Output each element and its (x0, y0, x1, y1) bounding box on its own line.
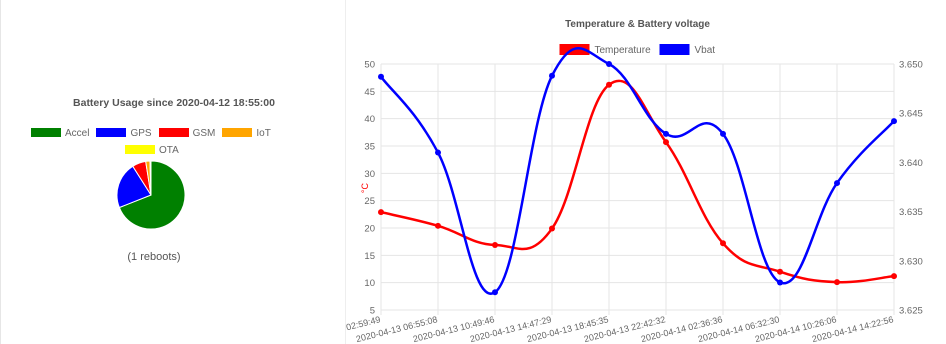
data-point-temperature[interactable] (435, 222, 441, 229)
data-point-vbat[interactable] (492, 289, 498, 296)
legend-label-iot: IoT (256, 128, 271, 140)
legend-label-gsm: GSM (192, 128, 216, 140)
legend-swatch-iot (222, 128, 253, 138)
legend-swatch-vbat[interactable] (659, 44, 690, 55)
battery-usage-panel: Battery Usage since 2020-04-12 18:55:00 … (0, 0, 346, 344)
data-point-temperature[interactable] (549, 225, 555, 232)
data-point-vbat[interactable] (378, 73, 384, 80)
left-tick-label: 35 (364, 142, 375, 153)
data-point-temperature[interactable] (378, 209, 384, 216)
left-axis-label: °C (360, 182, 370, 193)
legend-label-gps: GPS (130, 128, 152, 140)
data-point-vbat[interactable] (834, 180, 840, 187)
left-tick-label: 30 (364, 169, 375, 180)
series-line-temperature (380, 79, 895, 284)
legend-item-accel[interactable]: Accel (31, 128, 89, 139)
legend-item-ota[interactable]: OTA (125, 145, 179, 156)
pie-slice-gps[interactable] (116, 165, 152, 209)
data-point-vbat[interactable] (549, 72, 555, 79)
left-tick-label: 20 (364, 224, 375, 235)
data-point-temperature[interactable] (834, 279, 840, 286)
data-point-vbat[interactable] (663, 130, 669, 137)
right-tick-label: 3.630 (899, 256, 923, 267)
battery-usage-pie-chart (116, 160, 186, 230)
data-point-temperature[interactable] (777, 268, 783, 275)
legend-label-temperature[interactable]: Temperature (595, 45, 652, 56)
data-point-temperature[interactable] (606, 81, 612, 88)
right-tick-label: 3.650 (899, 60, 923, 71)
series-line-vbat (380, 47, 895, 295)
right-tick-label: 3.625 (899, 306, 923, 317)
line-chart-title: Temperature & Battery voltage (565, 19, 710, 30)
data-point-vbat[interactable] (606, 61, 612, 67)
pie-slice-accel[interactable] (118, 160, 186, 230)
left-tick-label: 15 (364, 251, 375, 262)
legend-label-vbat[interactable]: Vbat (695, 45, 716, 56)
data-point-vbat[interactable] (777, 279, 783, 286)
right-tick-label: 3.635 (899, 207, 923, 218)
left-tick-label: 45 (364, 87, 375, 98)
left-tick-label: 40 (364, 114, 375, 125)
right-tick-label: 3.645 (899, 109, 923, 120)
legend-label-accel: Accel (65, 128, 90, 140)
temperature-voltage-line-chart: Temperature & Battery voltage Temperature… (346, 19, 923, 344)
legend-swatch-ota (125, 145, 155, 155)
data-point-vbat[interactable] (435, 149, 441, 156)
legend-swatch-gps (96, 128, 127, 138)
legend-swatch-gsm (158, 128, 189, 138)
data-point-vbat[interactable] (891, 118, 897, 125)
pie-slice-ota[interactable] (149, 160, 152, 196)
pie-legend: Accel GPS GSM IoT (31, 125, 278, 140)
pie-legend-row-2: OTA (125, 142, 186, 156)
left-tick-label: 25 (364, 196, 375, 207)
legend-swatch-accel (31, 128, 61, 138)
data-point-temperature[interactable] (492, 241, 498, 248)
legend-item-iot[interactable]: IoT (222, 128, 271, 140)
legend-item-gps[interactable]: GPS (96, 128, 152, 140)
data-point-temperature[interactable] (891, 273, 897, 280)
data-point-temperature[interactable] (663, 139, 669, 146)
right-tick-label: 3.640 (899, 158, 923, 169)
data-point-vbat[interactable] (720, 130, 726, 137)
left-tick-label: 50 (364, 60, 375, 71)
legend-item-gsm[interactable]: GSM (158, 128, 216, 140)
reboots-count: (1 reboots) (127, 251, 181, 263)
data-point-temperature[interactable] (720, 240, 726, 247)
left-tick-label: 5 (370, 306, 375, 317)
legend-label-ota: OTA (159, 145, 179, 157)
left-tick-label: 10 (364, 278, 375, 289)
pie-chart-title: Battery Usage since 2020-04-12 18:55:00 (73, 97, 275, 109)
